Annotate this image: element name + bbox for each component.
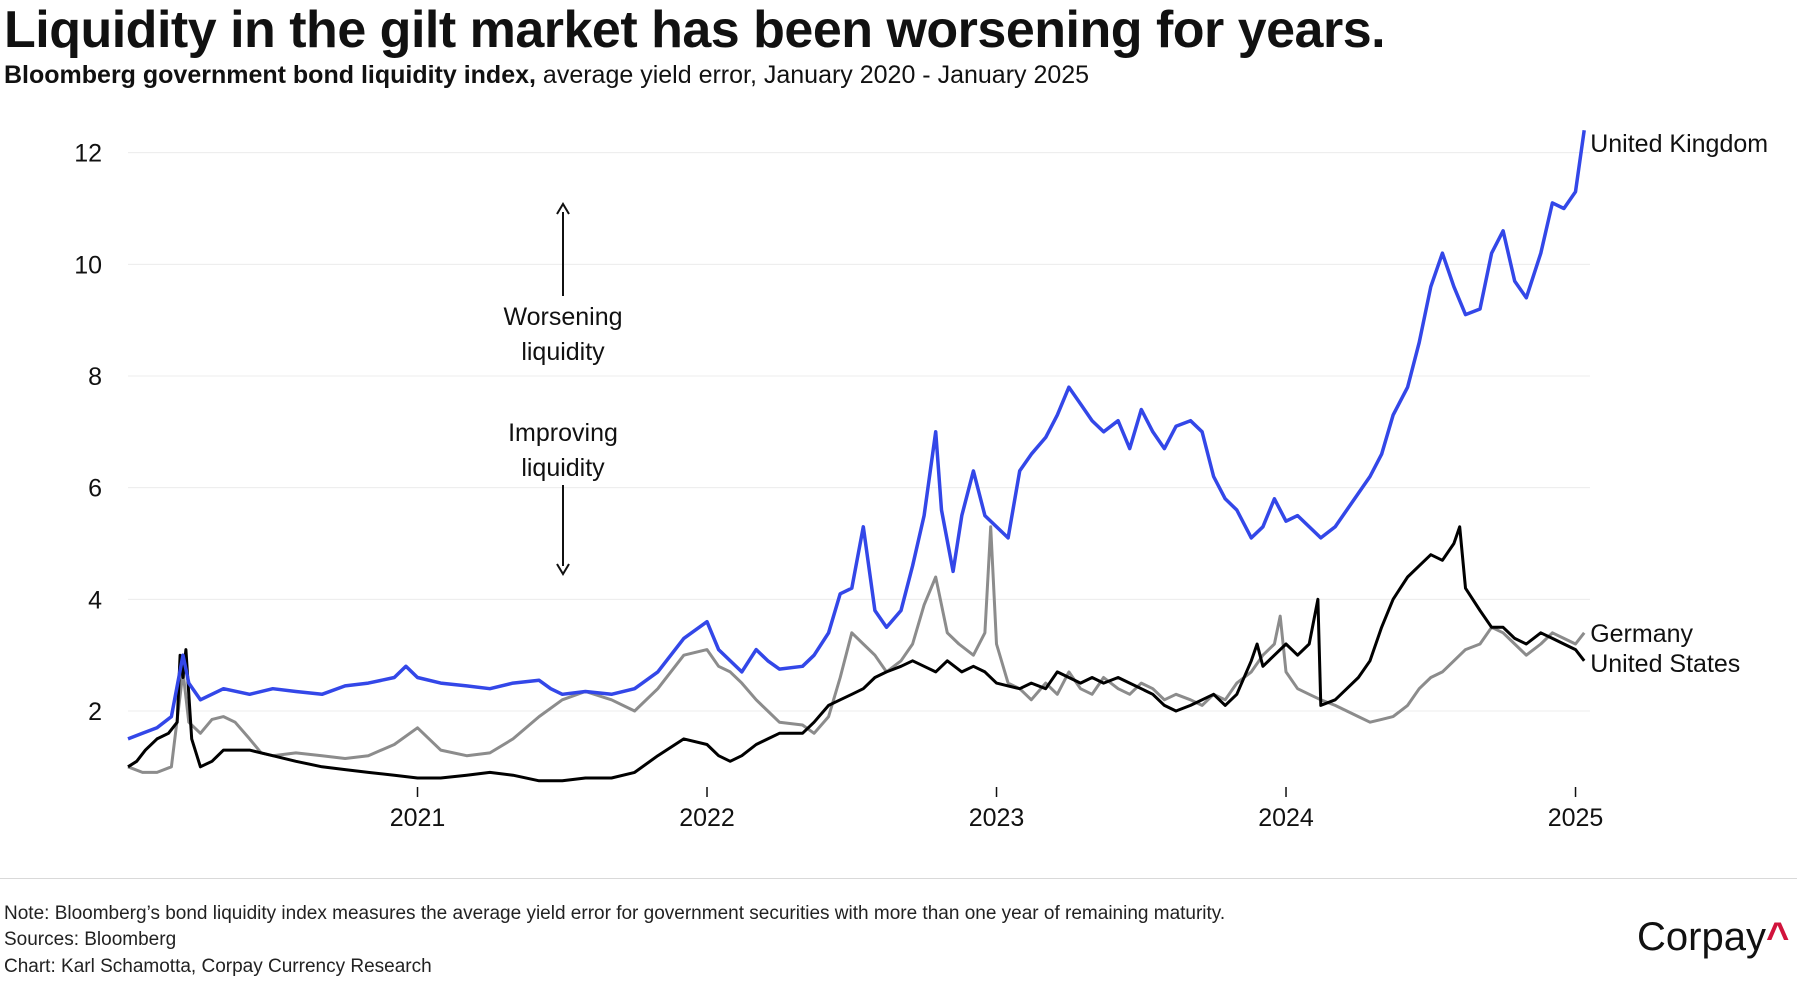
series-lines <box>127 130 1586 783</box>
x-tick-label: 2025 <box>1548 804 1604 832</box>
series-label-united-kingdom: United Kingdom <box>1590 130 1768 158</box>
x-tick-label: 2024 <box>1258 804 1314 832</box>
series-line-united-states <box>127 525 1586 783</box>
chart-title: Liquidity in the gilt market has been wo… <box>4 1 1386 59</box>
line-chart: 2 4 6 8 10 12 2021 2022 2023 2024 2025 United Kin… <box>74 130 1768 832</box>
chart-subtitle: Bloomberg government bond liquidity inde… <box>4 60 1089 90</box>
down-arrow-icon <box>556 563 570 576</box>
up-arrow-icon <box>556 202 570 215</box>
logo-wordmark: Corpay <box>1637 915 1766 959</box>
y-tick-label: 4 <box>88 586 102 614</box>
footer-divider <box>0 878 1797 879</box>
footer-note: Note: Bloomberg’s bond liquidity index m… <box>4 903 1226 924</box>
y-tick-label: 10 <box>74 251 102 279</box>
improving-label-line1: Improving <box>508 419 618 447</box>
x-tick-label: 2022 <box>679 804 735 832</box>
y-tick-label: 6 <box>88 475 102 503</box>
footer-sources: Sources: Bloomberg <box>4 929 177 950</box>
series-label-germany: Germany <box>1590 620 1693 648</box>
liquidity-annotation: Worsening liquidity Improving liquidity <box>503 202 623 576</box>
improving-label-line2: liquidity <box>521 454 605 482</box>
logo-caret-icon: ^ <box>1765 915 1790 959</box>
footer-credit: Chart: Karl Schamotta, Corpay Currency R… <box>4 956 432 977</box>
subtitle-rest: average yield error, January 2020 - Janu… <box>535 61 1090 89</box>
x-tick-label: 2021 <box>390 804 446 832</box>
series-label-united-states: United States <box>1590 650 1740 678</box>
worsening-label-line2: liquidity <box>521 338 605 366</box>
series-line-germany <box>127 525 1586 774</box>
corpay-logo: Corpay^ <box>1637 914 1789 960</box>
y-tick-label: 8 <box>88 363 102 391</box>
y-tick-label: 12 <box>74 140 102 168</box>
y-tick-label: 2 <box>88 698 102 726</box>
subtitle-bold: Bloomberg government bond liquidity inde… <box>4 61 536 89</box>
worsening-label-line1: Worsening <box>503 303 622 331</box>
y-axis-ticks: 2 4 6 8 10 12 <box>74 140 102 726</box>
series-line-united-kingdom <box>127 130 1586 741</box>
gridlines <box>128 152 1590 712</box>
x-tick-label: 2023 <box>969 804 1025 832</box>
x-axis-ticks: 2021 2022 2023 2024 2025 <box>390 787 1604 832</box>
